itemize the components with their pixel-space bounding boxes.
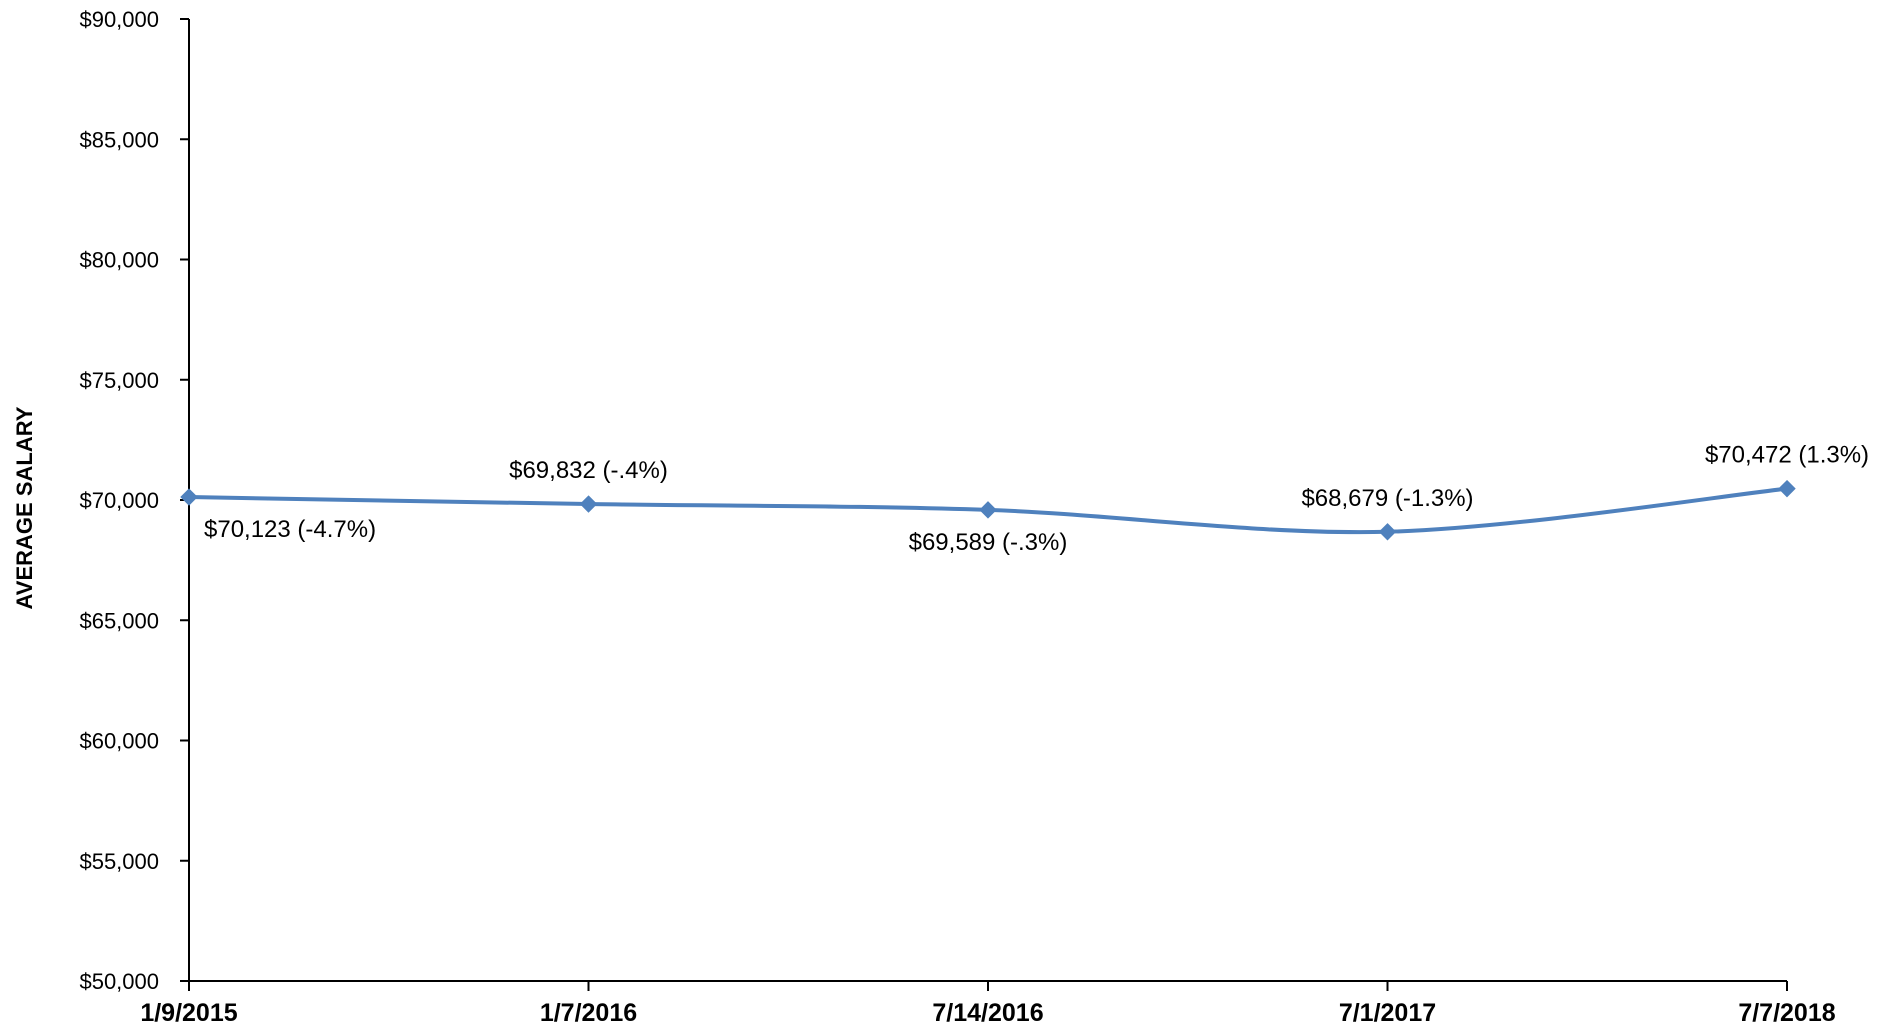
y-tick-label: $85,000: [79, 127, 159, 152]
x-tick-label: 7/7/2018: [1738, 999, 1835, 1027]
y-axis-title: AVERAGE SALARY: [12, 406, 37, 609]
x-tick-label: 1/9/2015: [140, 999, 237, 1027]
y-axis-title-group: AVERAGE SALARY: [12, 406, 37, 609]
x-ticks: 1/9/2015 1/7/2016 7/14/2016 7/1/2017 7/7/201…: [140, 981, 1836, 1027]
data-point-marker: [1378, 523, 1397, 541]
data-label: $70,472 (1.3%): [1705, 442, 1869, 469]
y-ticks: $50,000 $55,000 $60,000 $65,000 $70,000 $75,0…: [79, 7, 189, 994]
y-tick-label: $75,000: [79, 368, 159, 393]
data-label: $69,832 (-.4%): [509, 457, 668, 484]
data-point-marker: [979, 501, 997, 519]
x-tick-label: 7/1/2017: [1339, 999, 1436, 1027]
y-tick-label: $80,000: [79, 248, 159, 273]
data-point-marker: [579, 495, 598, 513]
y-tick-label: $65,000: [79, 608, 159, 633]
y-tick-label: $70,000: [79, 488, 159, 513]
x-tick-label: 1/7/2016: [540, 999, 637, 1027]
y-tick-label: $55,000: [79, 849, 159, 874]
data-label: $70,123 (-4.7%): [204, 516, 376, 543]
y-tick-label: $90,000: [79, 7, 159, 32]
data-point-marker: [1778, 479, 1796, 498]
y-tick-label: $60,000: [79, 729, 159, 754]
series-group: [180, 479, 1796, 541]
data-label: $69,589 (-.3%): [909, 529, 1068, 556]
data-labels: $70,123 (-4.7%) $69,832 (-.4%) $69,589 (-.…: [204, 442, 1869, 556]
data-point-marker: [180, 488, 198, 506]
data-label: $68,679 (-1.3%): [1301, 485, 1473, 512]
x-tick-label: 7/14/2016: [932, 999, 1043, 1027]
y-tick-label: $50,000: [79, 969, 159, 994]
